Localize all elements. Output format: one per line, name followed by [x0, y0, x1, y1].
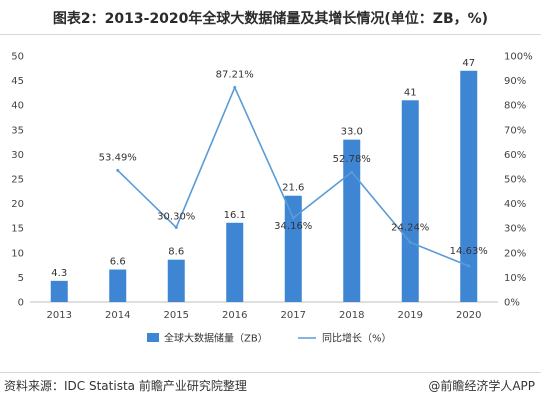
y-left-tick-1: 5 — [18, 273, 24, 284]
x-tick-2014: 2014 — [105, 310, 130, 321]
x-tick-2017: 2017 — [281, 310, 306, 321]
y-left-tick-5: 25 — [11, 175, 24, 186]
y-left-tick-8: 40 — [11, 101, 24, 112]
growth-label-2016: 87.21% — [216, 69, 254, 80]
growth-label-2015: 30.30% — [157, 211, 195, 222]
growth-point-2018 — [350, 170, 354, 174]
growth-label-2014: 53.49% — [99, 152, 137, 163]
bar-label-2020: 47 — [462, 58, 475, 69]
growth-label-2017: 34.16% — [274, 221, 312, 232]
bar-label-2014: 6.6 — [110, 257, 126, 268]
legend: 全球大数据储量（ZB） 同比增长（%） — [147, 332, 392, 345]
growth-point-2020 — [467, 264, 471, 268]
x-tick-2013: 2013 — [47, 310, 72, 321]
source-note: 资料来源：IDC Statista 前瞻产业研究院整理 — [4, 379, 247, 393]
brand-mark: @前瞻经济学人APP — [428, 379, 535, 393]
footer-divider — [0, 372, 541, 373]
growth-point-2017 — [291, 216, 295, 220]
legend-label-line: 同比增长（%） — [322, 332, 392, 345]
chart-title: 图表2：2013-2020年全球大数据储量及其增长情况(单位：ZB，%) — [52, 11, 489, 27]
legend-swatch-bars — [147, 333, 159, 342]
bar-label-2015: 8.6 — [168, 247, 184, 258]
growth-label-2019: 24.24% — [391, 222, 429, 233]
y-left-tick-2: 10 — [11, 248, 24, 259]
bar-2017 — [284, 195, 302, 302]
y-left-tick-0: 0 — [18, 298, 24, 309]
bar-2013 — [50, 280, 68, 302]
bar-series: 4.3 6.6 8.6 16.1 21.6 33.0 41 47 — [50, 58, 478, 302]
y-right-tick-9: 90% — [504, 76, 526, 87]
bar-label-2019: 41 — [404, 87, 417, 98]
growth-point-2016 — [233, 85, 237, 89]
y-right-tick-3: 30% — [504, 224, 526, 235]
bar-2014 — [109, 269, 127, 302]
bar-2015 — [167, 259, 185, 302]
x-tick-2020: 2020 — [456, 310, 481, 321]
bar-label-2016: 16.1 — [224, 210, 246, 221]
bar-label-2017: 21.6 — [282, 183, 304, 194]
y-right-tick-7: 70% — [504, 125, 526, 136]
title-divider — [0, 34, 541, 35]
x-tick-2016: 2016 — [222, 310, 247, 321]
bar-label-2013: 4.3 — [51, 268, 67, 279]
y-left-tick-6: 30 — [11, 150, 24, 161]
growth-label-2018: 52.78% — [333, 154, 371, 165]
y-right-tick-0: 0% — [504, 298, 520, 309]
y-right-tick-2: 20% — [504, 248, 526, 259]
y-right-tick-10: 100% — [504, 52, 533, 63]
bar-2018 — [343, 139, 361, 302]
growth-label-2020: 14.63% — [450, 246, 488, 257]
y-left-tick-7: 35 — [11, 125, 24, 136]
y-left-tick-10: 50 — [11, 52, 24, 63]
bar-2020 — [460, 70, 478, 302]
x-axis-ticks: 2013 2014 2015 2016 2017 2018 2019 2020 — [47, 310, 482, 321]
right-axis-ticks: 0% 10% 20% 30% 40% 50% 60% 70% 80% 90% 100% — [504, 52, 533, 309]
x-tick-2015: 2015 — [164, 310, 189, 321]
y-right-tick-6: 60% — [504, 150, 526, 161]
y-left-tick-3: 15 — [11, 224, 24, 235]
y-right-tick-8: 80% — [504, 101, 526, 112]
growth-point-2019 — [408, 240, 412, 244]
x-tick-2018: 2018 — [339, 310, 364, 321]
y-right-tick-1: 10% — [504, 273, 526, 284]
bar-2019 — [401, 100, 419, 302]
y-right-tick-5: 50% — [504, 175, 526, 186]
bar-2016 — [226, 222, 244, 302]
legend-label-bars: 全球大数据储量（ZB） — [164, 332, 268, 345]
bar-label-2018: 33.0 — [341, 127, 363, 138]
line-series: 53.49% 30.30% 87.21% 34.16% 52.78% 24.24% 14.6… — [99, 69, 488, 268]
growth-point-2015 — [174, 225, 178, 229]
combo-chart: 0 5 10 15 20 25 30 35 40 45 50 0% 10% 20% 30% 40% 50% 60… — [11, 52, 533, 345]
y-left-tick-4: 20 — [11, 199, 24, 210]
x-tick-2019: 2019 — [398, 310, 423, 321]
y-left-tick-9: 45 — [11, 76, 24, 87]
y-right-tick-4: 40% — [504, 199, 526, 210]
left-axis-ticks: 0 5 10 15 20 25 30 35 40 45 50 — [11, 52, 24, 309]
growth-point-2014 — [116, 168, 120, 172]
